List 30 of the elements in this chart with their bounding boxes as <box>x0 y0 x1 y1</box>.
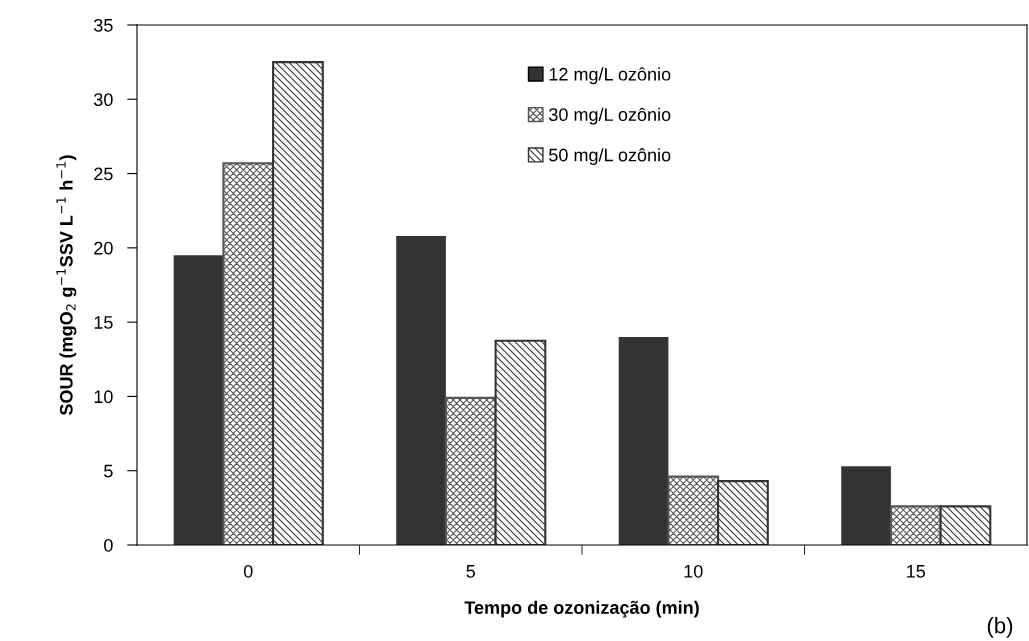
y-tick-label: 10 <box>94 390 113 404</box>
x-tick-label: 10 <box>684 564 703 578</box>
bar <box>889 505 942 545</box>
bar <box>667 475 720 545</box>
x-tick-label: 0 <box>243 564 253 578</box>
y-tick-label: 25 <box>94 167 113 181</box>
x-axis-title: Tempo de ozonização (min) <box>464 600 699 618</box>
bar <box>222 162 275 545</box>
bar <box>841 466 891 545</box>
y-tick-label: 35 <box>94 18 113 32</box>
y-tick-label: 20 <box>94 241 113 255</box>
text: (b) <box>987 617 1013 638</box>
y-tick-label: 0 <box>104 538 113 552</box>
legend-label: 12 mg/L ozônio <box>549 67 671 85</box>
bar <box>444 396 497 545</box>
x-tick-label: 5 <box>466 565 476 578</box>
x-tick-label: 15 <box>907 565 926 578</box>
legend-label: 50 mg/L ozônio <box>549 148 671 165</box>
legend-label: 30 mg/L ozônio <box>549 107 671 125</box>
bar <box>272 61 324 545</box>
bar <box>618 337 669 545</box>
y-tick-label: 15 <box>94 316 113 329</box>
bar <box>717 480 769 545</box>
bar <box>494 339 547 545</box>
bar <box>396 235 446 545</box>
bar <box>173 255 224 545</box>
text: SOUR (mgO$_{2}$ g$^{−1}$SSV L$^{−1}$ h$^{−1}$) <box>56 155 77 416</box>
y-tick-label: 5 <box>104 464 113 478</box>
bar <box>939 505 992 545</box>
y-tick-label: 30 <box>94 93 113 107</box>
